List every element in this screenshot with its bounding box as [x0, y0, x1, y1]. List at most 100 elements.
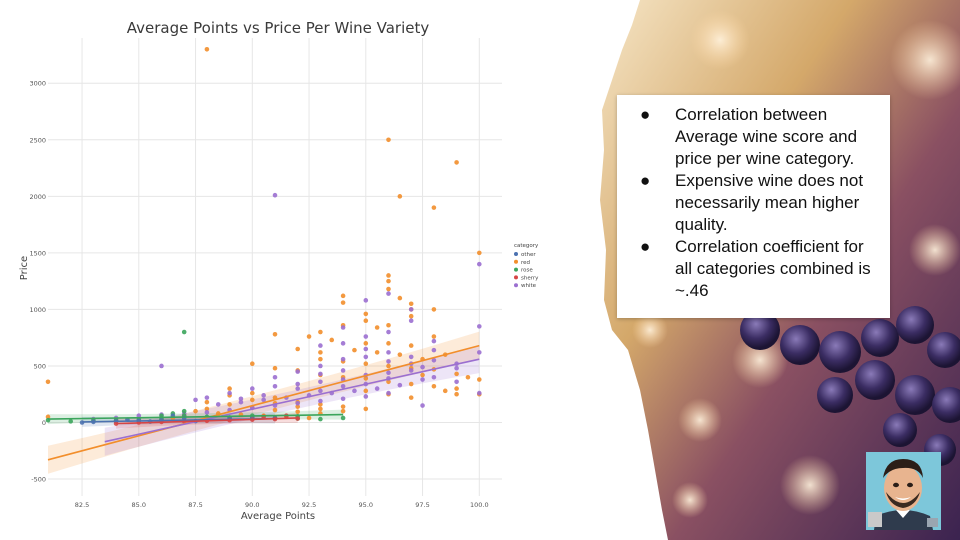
point-red [250, 397, 255, 403]
point-white [204, 410, 210, 415]
point-white [431, 347, 437, 353]
point-red [250, 361, 255, 366]
point-red [306, 334, 312, 339]
point-white [340, 368, 346, 373]
point-red [374, 325, 380, 330]
point-white [318, 379, 323, 385]
point-white [477, 390, 482, 396]
scatter-chart: 82.5 85.0 87.5 90.0 92.5 95.0 97.5 100.0 -500 0 5… [19, 19, 539, 522]
point-white [340, 325, 346, 330]
point-white [386, 329, 391, 335]
point-red [397, 295, 403, 301]
point-red [386, 363, 391, 369]
point-red [318, 356, 323, 362]
point-red [420, 372, 425, 378]
point-white [295, 386, 301, 391]
regression-line-red [47, 344, 480, 461]
bullet-item: ● Correlation between Average wine score … [640, 104, 878, 170]
scatter-points [45, 47, 482, 426]
x-axis-label: Average Points [241, 511, 315, 522]
point-white [397, 382, 403, 388]
bullet-glyph: ● [640, 105, 651, 124]
point-red [340, 293, 346, 299]
point-white [295, 400, 301, 406]
regression-line-sherry [116, 417, 298, 425]
point-white [408, 354, 414, 360]
y-tick-label: 0 [42, 419, 46, 427]
point-red [204, 399, 210, 405]
point-red [272, 407, 278, 413]
bullet-text-box: ● Correlation between Average wine score … [617, 95, 890, 318]
point-red [477, 377, 482, 382]
point-red [45, 414, 51, 420]
point-white [431, 338, 437, 344]
point-red [295, 346, 301, 352]
point-white [295, 381, 301, 387]
point-white [340, 396, 346, 402]
bullet-list: ● Correlation between Average wine score … [640, 104, 878, 302]
point-red [295, 404, 301, 409]
legend-label-other: other [521, 252, 536, 258]
point-white [363, 354, 369, 360]
point-rose [68, 419, 73, 424]
point-red [318, 329, 323, 335]
point-red [272, 365, 278, 371]
point-red [442, 388, 448, 394]
point-red [431, 334, 437, 339]
point-red [250, 390, 255, 396]
point-white [159, 363, 164, 369]
point-red [193, 408, 198, 414]
point-white [238, 396, 244, 402]
point-red [386, 273, 391, 278]
point-red [431, 307, 437, 312]
bokeh-lights [632, 10, 960, 518]
point-white [363, 394, 369, 399]
y-tick-label: 2000 [29, 193, 46, 201]
point-red [340, 300, 346, 305]
point-rose [181, 329, 187, 335]
point-red [386, 137, 391, 143]
y-tick-label: 1500 [29, 249, 46, 257]
bullet-item: ● Expensive wine does not necessarily mea… [640, 170, 878, 236]
legend-label-rose: rose [521, 268, 533, 274]
x-tick-label: 90.0 [245, 501, 259, 509]
chart-title: Average Points vs Price Per Wine Variety [127, 19, 430, 37]
point-rose [340, 415, 346, 421]
point-white [227, 390, 232, 396]
y-tick-label: -500 [31, 476, 46, 484]
point-red [295, 409, 301, 415]
x-tick-labels: 82.5 85.0 87.5 90.0 92.5 95.0 97.5 100.0 [75, 501, 489, 509]
bullet-glyph: ● [640, 237, 651, 256]
point-white [408, 318, 414, 324]
point-white [431, 374, 437, 380]
point-red [363, 361, 369, 366]
point-rose [181, 408, 187, 414]
point-red [386, 379, 391, 385]
point-white [408, 368, 414, 373]
point-white [340, 356, 346, 362]
point-red [408, 301, 414, 307]
point-white [386, 291, 391, 296]
point-red [363, 311, 369, 317]
point-white [215, 402, 221, 407]
point-white [431, 357, 437, 363]
legend-title: category [514, 243, 539, 249]
point-white [408, 307, 414, 312]
point-white [454, 379, 459, 385]
legend-marker-sherry [514, 275, 518, 280]
point-white [250, 386, 255, 391]
point-white [477, 350, 482, 355]
x-tick-label: 100.0 [470, 501, 489, 509]
x-tick-label: 85.0 [132, 501, 146, 509]
x-tick-label: 87.5 [188, 501, 202, 509]
point-white [420, 403, 425, 408]
y-tick-label: 500 [34, 362, 46, 370]
point-red [397, 194, 403, 199]
point-red [272, 331, 278, 337]
y-axis-label: Price [19, 256, 30, 280]
x-tick-label: 82.5 [75, 501, 89, 509]
point-red [454, 160, 459, 165]
regression-line-white [104, 358, 480, 443]
